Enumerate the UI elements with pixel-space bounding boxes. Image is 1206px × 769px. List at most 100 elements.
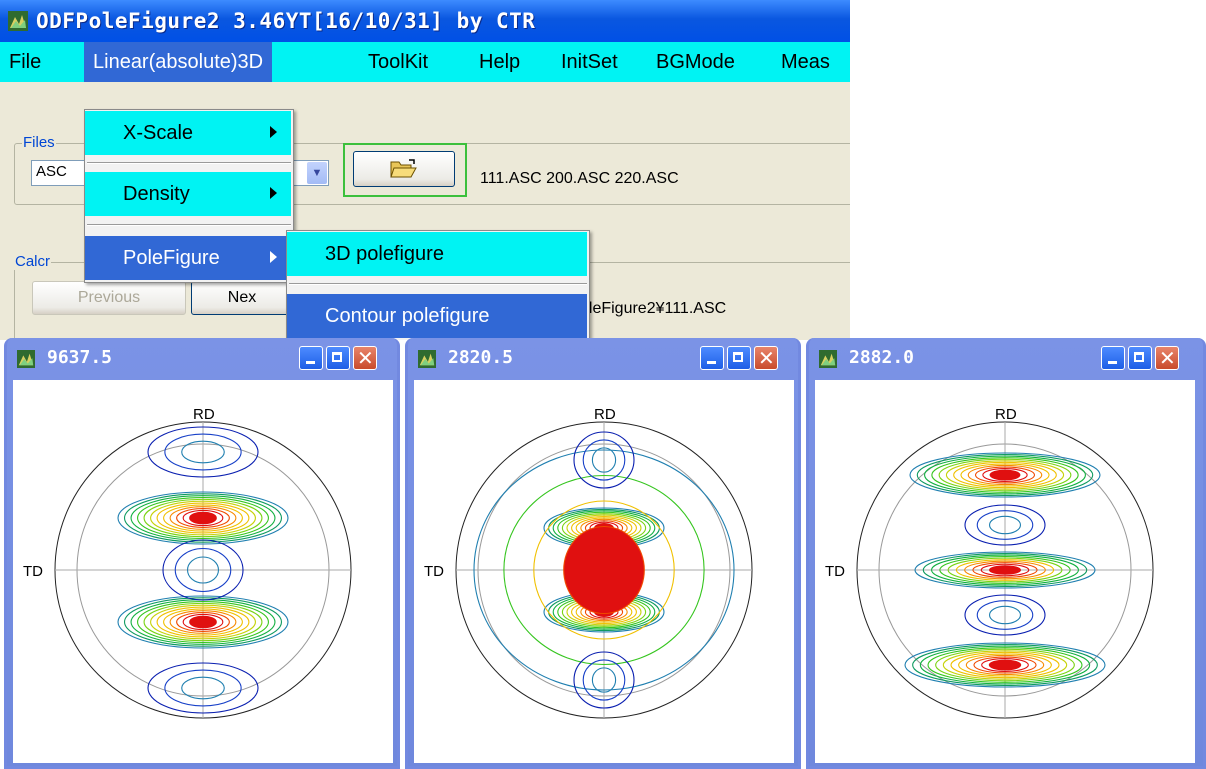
maximize-icon[interactable] bbox=[1128, 346, 1152, 370]
chevron-down-icon[interactable]: ▼ bbox=[307, 162, 327, 184]
td-label: TD bbox=[23, 563, 43, 580]
menu-contour-polefigure[interactable]: Contour polefigure bbox=[287, 294, 587, 338]
app-icon bbox=[819, 350, 837, 368]
title-bar[interactable]: ODFPoleFigure2 3.46YT[16/10/31] by CTR bbox=[0, 0, 850, 42]
contour-level bbox=[181, 440, 225, 464]
contour-level bbox=[176, 508, 230, 528]
files-group-label: Files bbox=[22, 134, 56, 151]
pole-window-titlebar[interactable]: 2882.0 ✕ bbox=[809, 338, 1203, 380]
contour-level bbox=[939, 556, 1071, 584]
contour-level bbox=[143, 498, 263, 538]
maximize-icon[interactable] bbox=[727, 346, 751, 370]
contour-level bbox=[582, 659, 626, 701]
close-icon[interactable]: ✕ bbox=[754, 346, 778, 370]
contour-level bbox=[964, 594, 1046, 636]
minimize-icon[interactable] bbox=[1101, 346, 1125, 370]
pole-figure-canvas: RD TD bbox=[815, 380, 1195, 763]
contour-level bbox=[164, 433, 242, 471]
file-type-value: ASC bbox=[36, 163, 67, 180]
app-icon bbox=[17, 350, 35, 368]
close-icon[interactable]: ✕ bbox=[353, 346, 377, 370]
contour-level bbox=[922, 552, 1088, 588]
contour-level bbox=[964, 504, 1046, 546]
contour-level bbox=[958, 653, 1052, 677]
menu-density[interactable]: Density bbox=[85, 172, 291, 216]
contour-level bbox=[931, 554, 1079, 586]
pole-figure-window: 2820.5 ✕ RD TD bbox=[405, 338, 801, 769]
main-window: ODFPoleFigure2 3.46YT[16/10/31] by CTR F… bbox=[0, 0, 850, 340]
contour-level bbox=[169, 610, 237, 634]
menu-help[interactable]: Help bbox=[479, 51, 521, 73]
contour-level bbox=[174, 547, 232, 593]
close-icon[interactable]: ✕ bbox=[1155, 346, 1179, 370]
selected-files-text: 111.ASC 200.ASC 220.ASC bbox=[480, 170, 679, 187]
contour-level bbox=[988, 659, 1022, 671]
open-folder-button-face bbox=[353, 151, 455, 187]
open-folder-icon bbox=[390, 159, 417, 178]
menu-3d-polefigure[interactable]: 3D polefigure bbox=[287, 232, 587, 276]
menu-bgmode[interactable]: BGMode bbox=[656, 51, 735, 73]
pole-window-titlebar[interactable]: 9637.5 ✕ bbox=[7, 338, 397, 380]
contour-level bbox=[914, 551, 1096, 589]
contour-level bbox=[975, 466, 1036, 484]
pole-window-titlebar[interactable]: 2820.5 ✕ bbox=[408, 338, 798, 380]
open-folder-button[interactable] bbox=[343, 143, 467, 197]
menu-separator bbox=[87, 162, 291, 164]
contour-level bbox=[927, 647, 1083, 683]
pole-window-title: 9637.5 bbox=[47, 347, 113, 368]
contour-level bbox=[982, 468, 1028, 482]
contour-level bbox=[981, 658, 1029, 672]
contour-level bbox=[573, 651, 635, 709]
window-title: ODFPoleFigure2 3.46YT[16/10/31] by CTR bbox=[36, 9, 536, 33]
minimize-icon[interactable] bbox=[700, 346, 724, 370]
contour-level bbox=[988, 515, 1022, 535]
contour-level bbox=[181, 676, 225, 700]
contour-level bbox=[988, 605, 1022, 625]
menu-polefigure[interactable]: PoleFigure bbox=[85, 236, 291, 280]
minimize-icon[interactable] bbox=[299, 346, 323, 370]
contour-level bbox=[117, 491, 289, 545]
menu-x-scale-label: X-Scale bbox=[123, 122, 194, 144]
contour-level bbox=[186, 556, 220, 584]
contour-lines bbox=[473, 431, 735, 709]
contour-level bbox=[117, 595, 289, 649]
menu-meas[interactable]: Meas bbox=[781, 51, 830, 73]
contour-level bbox=[965, 654, 1045, 676]
contour-level bbox=[938, 458, 1072, 492]
contour-lines bbox=[904, 452, 1106, 688]
contour-level bbox=[947, 557, 1063, 583]
contour-level bbox=[147, 662, 259, 714]
polefigure-submenu: 3D polefigure Contour polefigure bbox=[286, 230, 590, 340]
contour-level bbox=[182, 613, 224, 631]
contour-level bbox=[182, 509, 224, 527]
menu-bar: File Linear(absolute)3D ToolKit Help Ini… bbox=[0, 42, 850, 82]
contour-level bbox=[123, 597, 283, 647]
contour-level bbox=[533, 500, 675, 640]
pole-figure-plot bbox=[455, 421, 753, 719]
contour-level bbox=[909, 452, 1101, 498]
contour-level bbox=[591, 667, 617, 693]
contour-level bbox=[955, 559, 1055, 581]
submenu-arrow-icon bbox=[270, 126, 277, 138]
contour-level bbox=[189, 511, 217, 525]
contour-level bbox=[976, 510, 1034, 540]
maximize-icon[interactable] bbox=[326, 346, 350, 370]
menu-x-scale[interactable]: X-Scale bbox=[85, 111, 291, 155]
contour-level bbox=[976, 600, 1034, 630]
menu-initset[interactable]: InitSet bbox=[561, 51, 618, 73]
menu-file[interactable]: File bbox=[9, 51, 42, 73]
current-file-path: oleFigure2¥111.ASC bbox=[580, 300, 727, 317]
contour-level bbox=[503, 474, 705, 666]
contour-level bbox=[176, 612, 230, 632]
pole-figure-plot bbox=[856, 421, 1154, 719]
menu-density-label: Density bbox=[123, 183, 190, 205]
rd-label: RD bbox=[193, 406, 215, 423]
previous-button[interactable]: Previous bbox=[32, 281, 186, 315]
contour-level bbox=[912, 644, 1098, 686]
next-button[interactable]: Nex bbox=[191, 281, 293, 315]
contour-level bbox=[563, 525, 645, 615]
menu-toolkit[interactable]: ToolKit bbox=[368, 51, 429, 73]
contour-level bbox=[950, 651, 1060, 679]
menu-linear-absolute-3d[interactable]: Linear(absolute)3D bbox=[84, 42, 273, 82]
contour-level bbox=[163, 504, 243, 532]
